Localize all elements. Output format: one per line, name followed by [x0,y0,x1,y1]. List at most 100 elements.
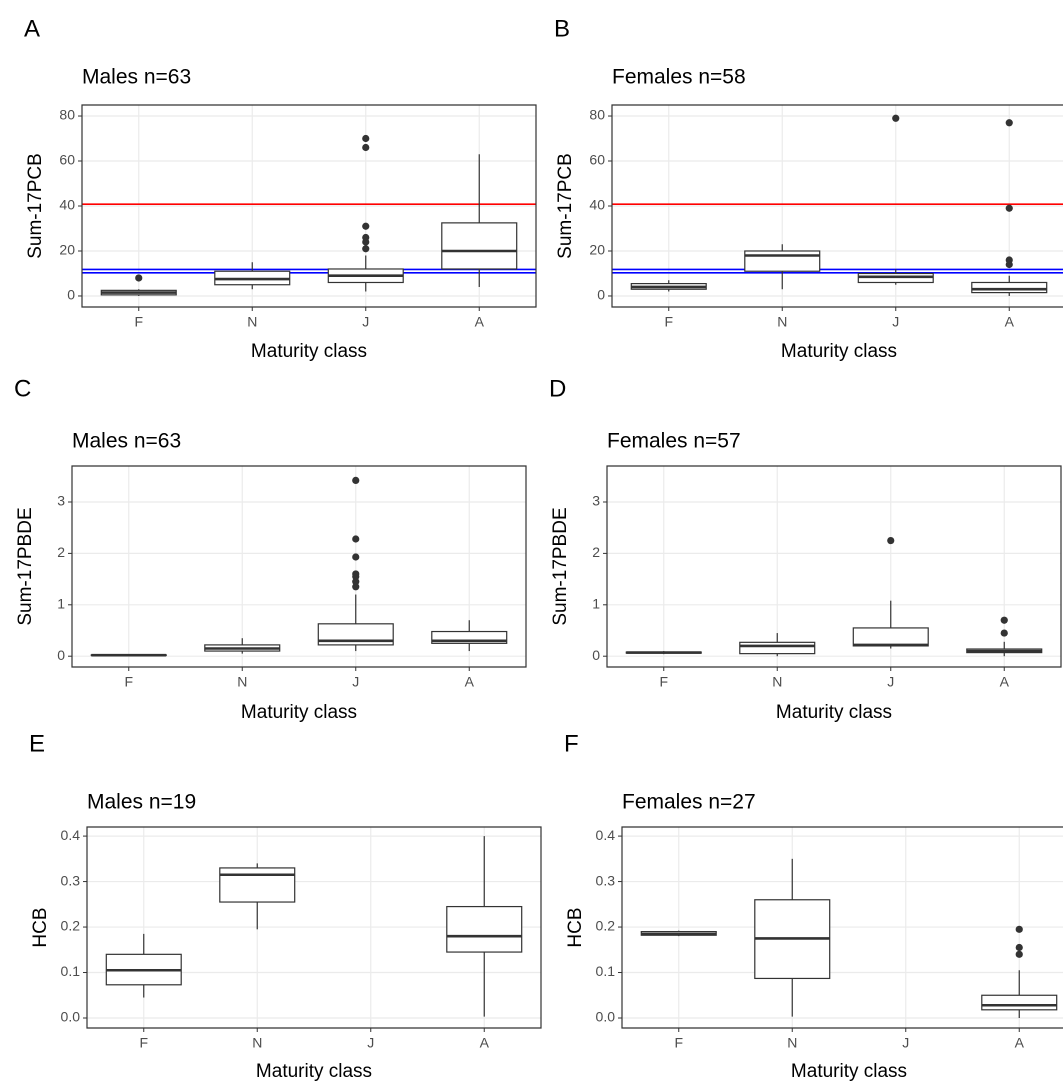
box [219,867,296,903]
box [852,627,929,647]
x-tick-label: A [1005,314,1015,330]
outlier [1000,629,1008,637]
y-tick-label: 20 [589,242,605,258]
box [971,281,1048,294]
x-tick-label: F [124,674,133,690]
y-tick-label: 40 [589,197,605,213]
x-tick-label: F [139,1035,148,1051]
plot-border [81,104,537,308]
y-tick-label: 80 [589,107,605,123]
y-tick-label: 0.1 [61,963,81,979]
outlier [352,535,360,543]
y-tick-label: 0.3 [61,872,81,888]
plot-border [86,826,542,1029]
outlier [1005,204,1013,212]
x-tick-label: J [887,674,894,690]
y-tick-label: 80 [59,107,75,123]
y-tick-label: 0 [592,647,600,663]
plot-background [607,466,1061,667]
box [446,905,523,953]
y-tick-label: 1 [592,596,600,612]
y-tick-label: 0.3 [596,872,616,888]
x-tick-label: N [777,314,787,330]
outlier [1015,950,1023,958]
chart-title: Males n=63 [82,66,191,89]
panel-letter: E [29,730,45,757]
outlier [887,536,895,545]
x-tick-label: F [664,314,673,330]
outlier [362,143,370,152]
outlier [892,114,900,122]
x-axis-label: Maturity class [781,341,897,362]
y-tick-label: 60 [59,152,75,168]
panel-letter: B [554,15,570,42]
x-axis-label: Maturity class [241,702,357,723]
x-tick-label: A [475,314,485,330]
y-tick-label: 0.0 [596,1009,616,1025]
plot-border [606,465,1062,668]
x-tick-label: A [480,1035,490,1051]
x-axis-label: Maturity class [256,1061,372,1082]
plot-border [71,465,527,668]
y-tick-label: 1 [57,596,65,612]
panel-letter: A [24,15,40,42]
y-axis-label: HCB [565,907,586,947]
y-tick-label: 0.0 [61,1009,81,1025]
y-tick-label: 3 [57,493,65,509]
panel-letter: F [564,730,579,757]
x-tick-label: A [465,674,475,690]
chart-title: Females n=27 [622,791,756,814]
outlier [362,222,370,230]
outlier [352,583,360,591]
y-tick-label: 0.4 [596,827,616,843]
chart-title: Males n=19 [87,791,196,814]
y-axis-label: HCB [30,907,51,947]
y-axis-label: Sum-17PBDE [15,507,36,625]
outlier [352,570,360,578]
outlier [352,476,360,484]
y-tick-label: 60 [589,152,605,168]
y-tick-label: 3 [592,493,600,509]
x-tick-label: J [367,1035,374,1051]
x-tick-label: N [237,674,247,690]
y-axis-label: Sum-17PCB [25,153,46,259]
y-tick-label: 0 [57,647,65,663]
outlier [135,274,143,282]
chart-title: Females n=57 [607,430,741,453]
y-tick-label: 0.2 [596,918,616,934]
outlier [352,578,360,586]
outlier [352,553,360,561]
x-tick-label: N [252,1035,262,1051]
y-tick-label: 0 [67,287,75,303]
y-axis-label: Sum-17PBDE [550,507,571,625]
box [431,630,508,644]
panel-letter: C [14,375,31,402]
x-tick-label: N [772,674,782,690]
y-tick-label: 0.2 [61,918,81,934]
box [744,250,821,272]
y-axis-label: Sum-17PCB [555,153,576,259]
x-tick-label: N [787,1035,797,1051]
chart-title: Males n=63 [72,430,181,453]
x-tick-label: F [659,674,668,690]
outlier [1015,943,1023,952]
outlier [1000,616,1008,624]
box [981,994,1058,1011]
outlier [1005,256,1013,264]
y-tick-label: 40 [59,197,75,213]
y-tick-label: 2 [592,544,600,560]
plot-border [611,104,1063,308]
chart-title: Females n=58 [612,66,746,89]
x-tick-label: F [674,1035,683,1051]
plot-border [621,826,1063,1029]
outlier [1015,925,1023,933]
x-tick-label: A [1015,1035,1025,1051]
outlier [362,134,370,143]
box [441,222,518,270]
x-axis-label: Maturity class [791,1061,907,1082]
y-tick-label: 0.4 [61,827,81,843]
outlier [362,233,370,242]
y-tick-label: 0.1 [596,963,616,979]
